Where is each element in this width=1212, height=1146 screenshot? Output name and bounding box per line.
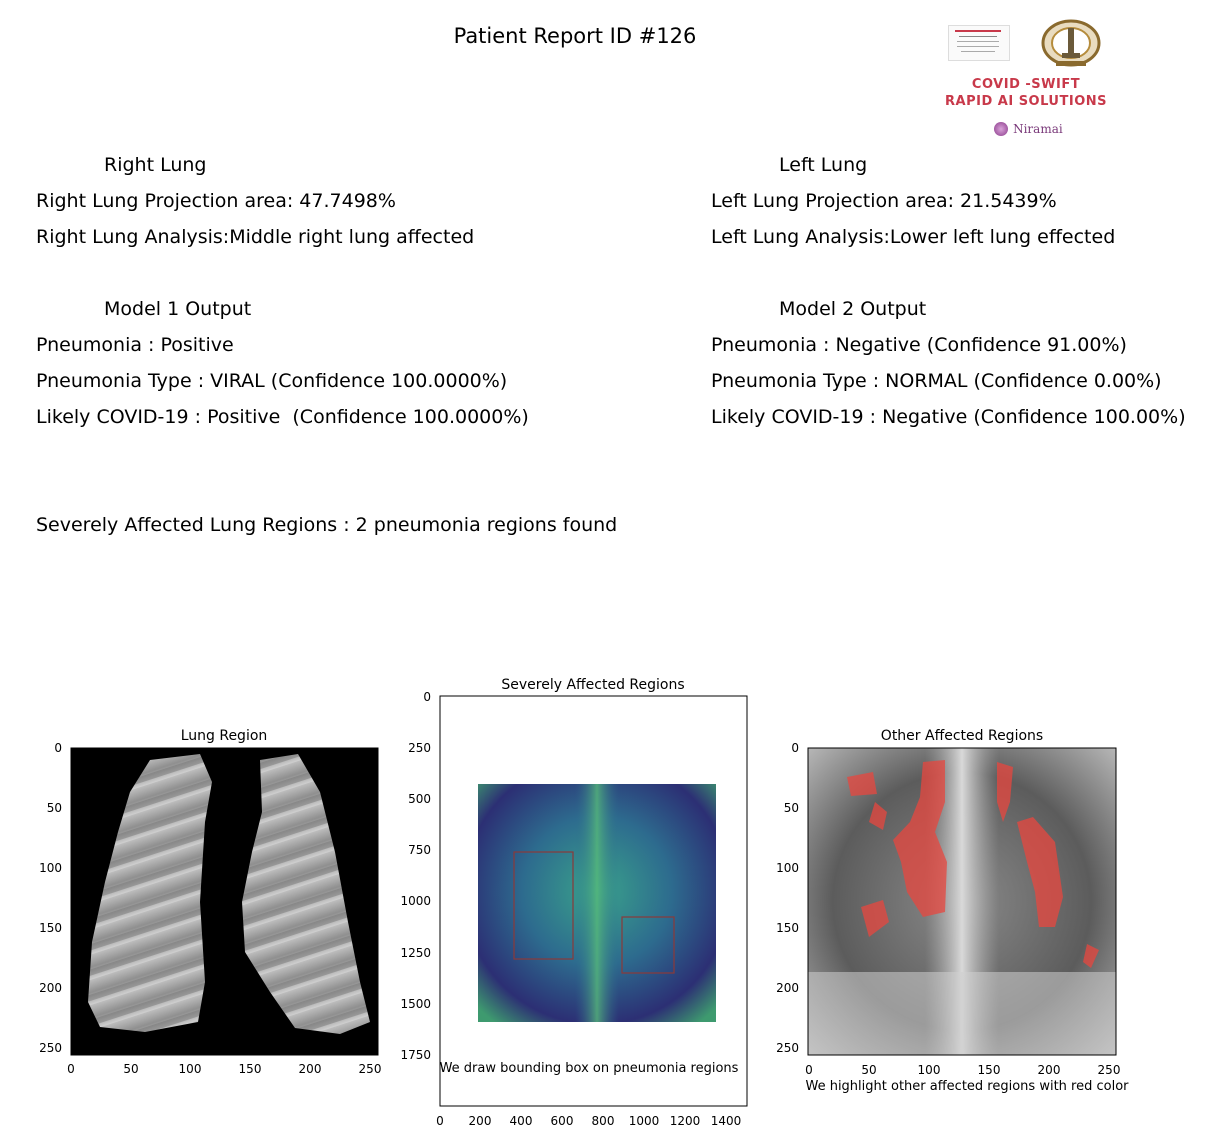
other-regions-yticks: 0 50 100 150 200 250 (776, 741, 799, 1055)
svg-text:150: 150 (978, 1063, 1001, 1077)
svg-text:0: 0 (791, 741, 799, 755)
report-title: Patient Report ID #126 (453, 24, 697, 48)
svg-text:250: 250 (776, 1041, 799, 1055)
svg-text:0: 0 (436, 1114, 444, 1128)
svg-text:0: 0 (805, 1063, 813, 1077)
left-lung-analysis: Left Lung Analysis:Lower left lung effec… (711, 226, 1116, 248)
left-lung-heading: Left Lung (779, 154, 868, 176)
svg-text:200: 200 (39, 981, 62, 995)
svg-text:250: 250 (408, 741, 431, 755)
svg-text:200: 200 (299, 1062, 322, 1076)
svg-text:1400: 1400 (711, 1114, 742, 1128)
svg-text:200: 200 (1038, 1063, 1061, 1077)
svg-text:100: 100 (179, 1062, 202, 1076)
model2-type: Pneumonia Type : NORMAL (Confidence 0.00… (711, 370, 1162, 392)
svg-text:100: 100 (776, 861, 799, 875)
svg-text:250: 250 (39, 1041, 62, 1055)
svg-text:0: 0 (67, 1062, 75, 1076)
svg-text:50: 50 (784, 801, 799, 815)
severe-regions-xticks: 0 200 400 600 800 1000 1200 1400 (436, 1114, 741, 1128)
model2-covid: Likely COVID-19 : Negative (Confidence 1… (711, 406, 1186, 428)
svg-text:100: 100 (918, 1063, 941, 1077)
lung-region-yticks: 0 50 100 150 200 250 (39, 741, 62, 1055)
svg-text:1200: 1200 (670, 1114, 701, 1128)
lung-region-panel: Lung Region 0 50 100 150 200 250 0 50 10… (39, 728, 381, 1076)
other-regions-xticks: 0 50 100 150 200 250 (805, 1063, 1120, 1077)
right-lung-heading: Right Lung (104, 154, 207, 176)
left-lung-projection: Left Lung Projection area: 21.5439% (711, 190, 1057, 212)
svg-text:0: 0 (423, 690, 431, 704)
lung-region-xticks: 0 50 100 150 200 250 (67, 1062, 381, 1076)
svg-text:1250: 1250 (400, 946, 431, 960)
svg-text:150: 150 (776, 921, 799, 935)
svg-text:150: 150 (239, 1062, 262, 1076)
svg-text:600: 600 (551, 1114, 574, 1128)
model1-pneumonia: Pneumonia : Positive (36, 334, 234, 356)
niramai-label: Niramai (1013, 122, 1063, 136)
severe-regions-caption: We draw bounding box on pneumonia region… (440, 1061, 739, 1076)
other-regions-caption: We highlight other affected regions with… (805, 1079, 1129, 1094)
model1-type: Pneumonia Type : VIRAL (Confidence 100.0… (36, 370, 508, 392)
right-lung-projection: Right Lung Projection area: 47.7498% (36, 190, 396, 212)
right-lung-analysis: Right Lung Analysis:Middle right lung af… (36, 226, 475, 248)
svg-text:1000: 1000 (629, 1114, 660, 1128)
brand-line-2: RAPID AI SOLUTIONS (945, 94, 1107, 109)
svg-text:50: 50 (47, 801, 62, 815)
bounding-box-1 (513, 851, 574, 960)
bounding-box-2 (621, 916, 675, 974)
svg-text:750: 750 (408, 843, 431, 857)
severe-regions-yticks: 0 250 500 750 1000 1250 1500 1750 (400, 690, 431, 1062)
lung-region-title: Lung Region (181, 728, 268, 744)
niramai-logo: Niramai (994, 118, 1063, 137)
other-regions-title: Other Affected Regions (881, 728, 1043, 744)
model2-heading: Model 2 Output (779, 298, 927, 320)
svg-text:150: 150 (39, 921, 62, 935)
svg-text:1500: 1500 (400, 997, 431, 1011)
severe-summary: Severely Affected Lung Regions : 2 pneum… (36, 514, 618, 536)
model1-covid: Likely COVID-19 : Positive (Confidence 1… (36, 406, 529, 428)
svg-text:1750: 1750 (400, 1048, 431, 1062)
severe-regions-panel: Severely Affected Regions We draw boundi… (400, 677, 748, 1128)
svg-text:50: 50 (861, 1063, 876, 1077)
brand-line-1: COVID -SWIFT (971, 77, 1081, 92)
svg-text:50: 50 (123, 1062, 138, 1076)
svg-text:200: 200 (469, 1114, 492, 1128)
svg-text:800: 800 (592, 1114, 615, 1128)
svg-text:1000: 1000 (400, 894, 431, 908)
emblem-logo (1041, 19, 1101, 67)
svg-text:500: 500 (408, 792, 431, 806)
right-lung-shape (88, 754, 212, 1032)
other-regions-panel: Other Affected Regions 0 50 100 150 200 … (776, 728, 1129, 1094)
svg-text:400: 400 (510, 1114, 533, 1128)
svg-text:250: 250 (1098, 1063, 1121, 1077)
svg-text:100: 100 (39, 861, 62, 875)
model1-heading: Model 1 Output (104, 298, 252, 320)
severe-regions-title: Severely Affected Regions (501, 677, 684, 693)
svg-text:0: 0 (54, 741, 62, 755)
lotus-icon (994, 121, 1008, 136)
affected-regions-overlay (847, 760, 1099, 968)
certificate-logo (948, 25, 1010, 61)
left-lung-shape (242, 754, 370, 1034)
svg-text:200: 200 (776, 981, 799, 995)
svg-text:250: 250 (359, 1062, 382, 1076)
model2-pneumonia: Pneumonia : Negative (Confidence 91.00%) (711, 334, 1127, 356)
